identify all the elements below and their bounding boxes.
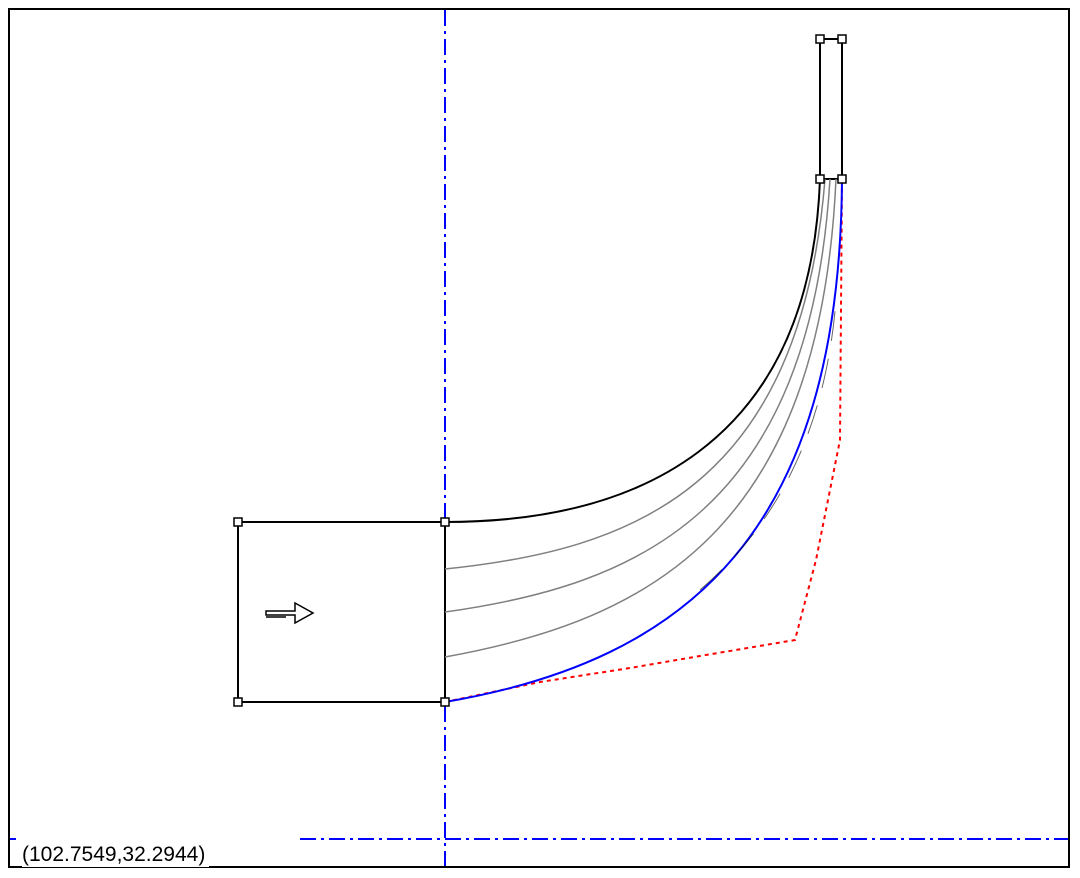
flow-direction-arrow-icon <box>265 601 315 625</box>
handle-outlet-top-right[interactable] <box>837 34 847 44</box>
cursor-coordinate-readout: (102.7549,32.2944) <box>22 843 210 867</box>
streamline-3 <box>444 178 837 658</box>
handle-shroud-leading[interactable] <box>440 517 450 527</box>
handle-outlet-top-left[interactable] <box>815 34 825 44</box>
meridional-view-canvas[interactable]: (102.7549,32.2944) <box>8 8 1070 868</box>
outlet-box[interactable] <box>819 38 843 180</box>
handle-hub-trailing[interactable] <box>837 174 847 184</box>
handle-shroud-trailing[interactable] <box>815 174 825 184</box>
handle-inlet-top-left[interactable] <box>233 517 243 527</box>
hub-curve-overlay <box>699 299 837 591</box>
shroud-curve[interactable] <box>444 178 821 523</box>
handle-hub-leading[interactable] <box>440 697 450 707</box>
hub-curve[interactable] <box>444 178 843 703</box>
handle-inlet-bottom-left[interactable] <box>233 697 243 707</box>
control-polygon[interactable] <box>444 178 843 703</box>
meridional-drawing[interactable] <box>10 10 1068 866</box>
control-handles[interactable] <box>233 34 847 707</box>
streamline-1 <box>444 178 826 570</box>
streamline-2 <box>444 178 831 613</box>
